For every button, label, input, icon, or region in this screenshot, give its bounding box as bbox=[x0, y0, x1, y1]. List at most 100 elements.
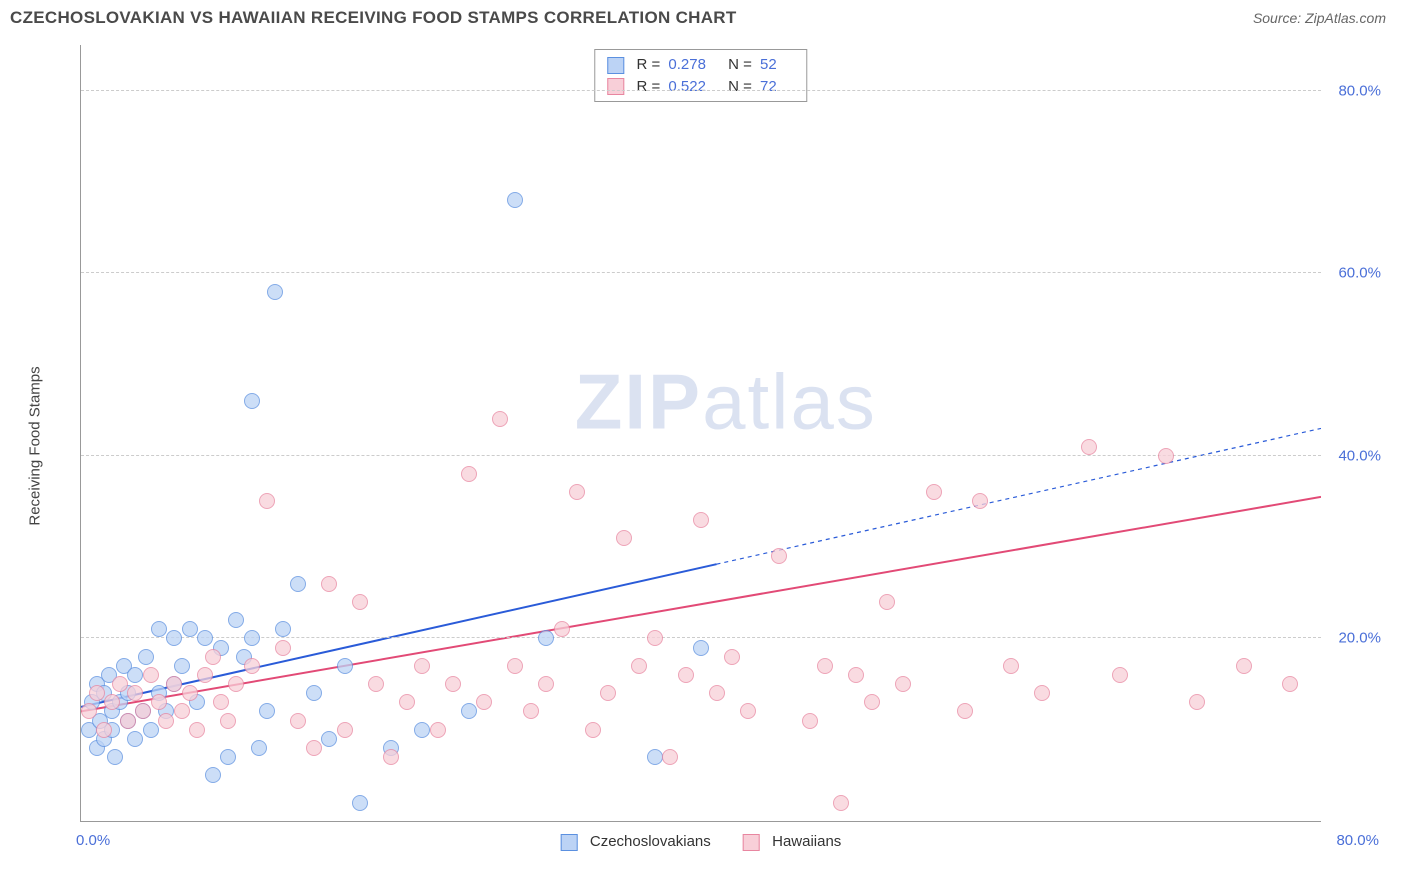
data-point-hawaiian bbox=[220, 713, 236, 729]
data-point-hawaiian bbox=[693, 512, 709, 528]
grid-line bbox=[81, 455, 1321, 456]
data-point-czech bbox=[507, 192, 523, 208]
data-point-hawaiian bbox=[771, 548, 787, 564]
data-point-hawaiian bbox=[182, 685, 198, 701]
chart-area: Receiving Food Stamps ZIPatlas R = 0.278… bbox=[55, 40, 1386, 852]
data-point-hawaiian bbox=[127, 685, 143, 701]
data-point-hawaiian bbox=[89, 685, 105, 701]
grid-line bbox=[81, 637, 1321, 638]
data-point-hawaiian bbox=[740, 703, 756, 719]
data-point-hawaiian bbox=[197, 667, 213, 683]
data-point-czech bbox=[647, 749, 663, 765]
data-point-hawaiian bbox=[926, 484, 942, 500]
data-point-hawaiian bbox=[81, 703, 97, 719]
legend-label-czech: Czechoslovakians bbox=[590, 833, 711, 850]
data-point-czech bbox=[107, 749, 123, 765]
data-point-hawaiian bbox=[383, 749, 399, 765]
data-point-hawaiian bbox=[461, 466, 477, 482]
data-point-hawaiian bbox=[368, 676, 384, 692]
y-tick-label: 40.0% bbox=[1338, 447, 1381, 464]
watermark: ZIPatlas bbox=[575, 356, 877, 447]
y-axis-label: Receiving Food Stamps bbox=[27, 366, 44, 525]
data-point-hawaiian bbox=[616, 530, 632, 546]
data-point-hawaiian bbox=[1189, 694, 1205, 710]
data-point-hawaiian bbox=[1112, 667, 1128, 683]
stats-row-czech: R = 0.278 N = 52 bbox=[607, 54, 794, 76]
data-point-hawaiian bbox=[879, 594, 895, 610]
data-point-czech bbox=[321, 731, 337, 747]
data-point-czech bbox=[306, 685, 322, 701]
data-point-hawaiian bbox=[848, 667, 864, 683]
data-point-czech bbox=[290, 576, 306, 592]
data-point-hawaiian bbox=[600, 685, 616, 701]
legend-swatch-czech bbox=[561, 834, 578, 851]
data-point-czech bbox=[352, 795, 368, 811]
data-point-czech bbox=[182, 621, 198, 637]
data-point-hawaiian bbox=[414, 658, 430, 674]
plot-region: ZIPatlas R = 0.278 N = 52 R = 0.522 N = … bbox=[80, 45, 1321, 822]
data-point-hawaiian bbox=[290, 713, 306, 729]
data-point-hawaiian bbox=[507, 658, 523, 674]
data-point-hawaiian bbox=[158, 713, 174, 729]
data-point-hawaiian bbox=[1081, 439, 1097, 455]
data-point-czech bbox=[337, 658, 353, 674]
swatch-hawaiian bbox=[607, 78, 624, 95]
data-point-czech bbox=[205, 767, 221, 783]
data-point-hawaiian bbox=[585, 722, 601, 738]
data-point-hawaiian bbox=[306, 740, 322, 756]
data-point-hawaiian bbox=[120, 713, 136, 729]
grid-line bbox=[81, 90, 1321, 91]
data-point-czech bbox=[197, 630, 213, 646]
data-point-hawaiian bbox=[143, 667, 159, 683]
data-point-hawaiian bbox=[678, 667, 694, 683]
data-point-czech bbox=[538, 630, 554, 646]
data-point-hawaiian bbox=[259, 493, 275, 509]
data-point-hawaiian bbox=[151, 694, 167, 710]
bottom-legend: Czechoslovakians Hawaiians bbox=[547, 833, 856, 851]
stats-row-hawaiian: R = 0.522 N = 72 bbox=[607, 76, 794, 98]
data-point-hawaiian bbox=[817, 658, 833, 674]
data-point-hawaiian bbox=[166, 676, 182, 692]
data-point-hawaiian bbox=[1236, 658, 1252, 674]
data-point-hawaiian bbox=[864, 694, 880, 710]
data-point-hawaiian bbox=[523, 703, 539, 719]
data-point-hawaiian bbox=[724, 649, 740, 665]
data-point-hawaiian bbox=[244, 658, 260, 674]
y-tick-label: 20.0% bbox=[1338, 630, 1381, 647]
data-point-hawaiian bbox=[833, 795, 849, 811]
data-point-czech bbox=[251, 740, 267, 756]
data-point-czech bbox=[275, 621, 291, 637]
data-point-hawaiian bbox=[174, 703, 190, 719]
data-point-hawaiian bbox=[1003, 658, 1019, 674]
swatch-czech bbox=[607, 57, 624, 74]
data-point-hawaiian bbox=[135, 703, 151, 719]
data-point-hawaiian bbox=[430, 722, 446, 738]
data-point-czech bbox=[174, 658, 190, 674]
data-point-hawaiian bbox=[1158, 448, 1174, 464]
data-point-hawaiian bbox=[631, 658, 647, 674]
data-point-czech bbox=[166, 630, 182, 646]
data-point-czech bbox=[127, 731, 143, 747]
data-point-hawaiian bbox=[399, 694, 415, 710]
data-point-hawaiian bbox=[554, 621, 570, 637]
data-point-hawaiian bbox=[275, 640, 291, 656]
data-point-hawaiian bbox=[445, 676, 461, 692]
data-point-czech bbox=[414, 722, 430, 738]
data-point-hawaiian bbox=[337, 722, 353, 738]
data-point-hawaiian bbox=[352, 594, 368, 610]
data-point-czech bbox=[228, 612, 244, 628]
data-point-hawaiian bbox=[647, 630, 663, 646]
data-point-hawaiian bbox=[957, 703, 973, 719]
x-tick-right: 80.0% bbox=[1336, 832, 1379, 849]
data-point-czech bbox=[259, 703, 275, 719]
data-point-hawaiian bbox=[492, 411, 508, 427]
data-point-hawaiian bbox=[112, 676, 128, 692]
data-point-czech bbox=[461, 703, 477, 719]
chart-title: CZECHOSLOVAKIAN VS HAWAIIAN RECEIVING FO… bbox=[10, 8, 737, 28]
data-point-hawaiian bbox=[709, 685, 725, 701]
data-point-czech bbox=[244, 630, 260, 646]
grid-line bbox=[81, 272, 1321, 273]
data-point-hawaiian bbox=[104, 694, 120, 710]
data-point-czech bbox=[138, 649, 154, 665]
data-point-hawaiian bbox=[569, 484, 585, 500]
